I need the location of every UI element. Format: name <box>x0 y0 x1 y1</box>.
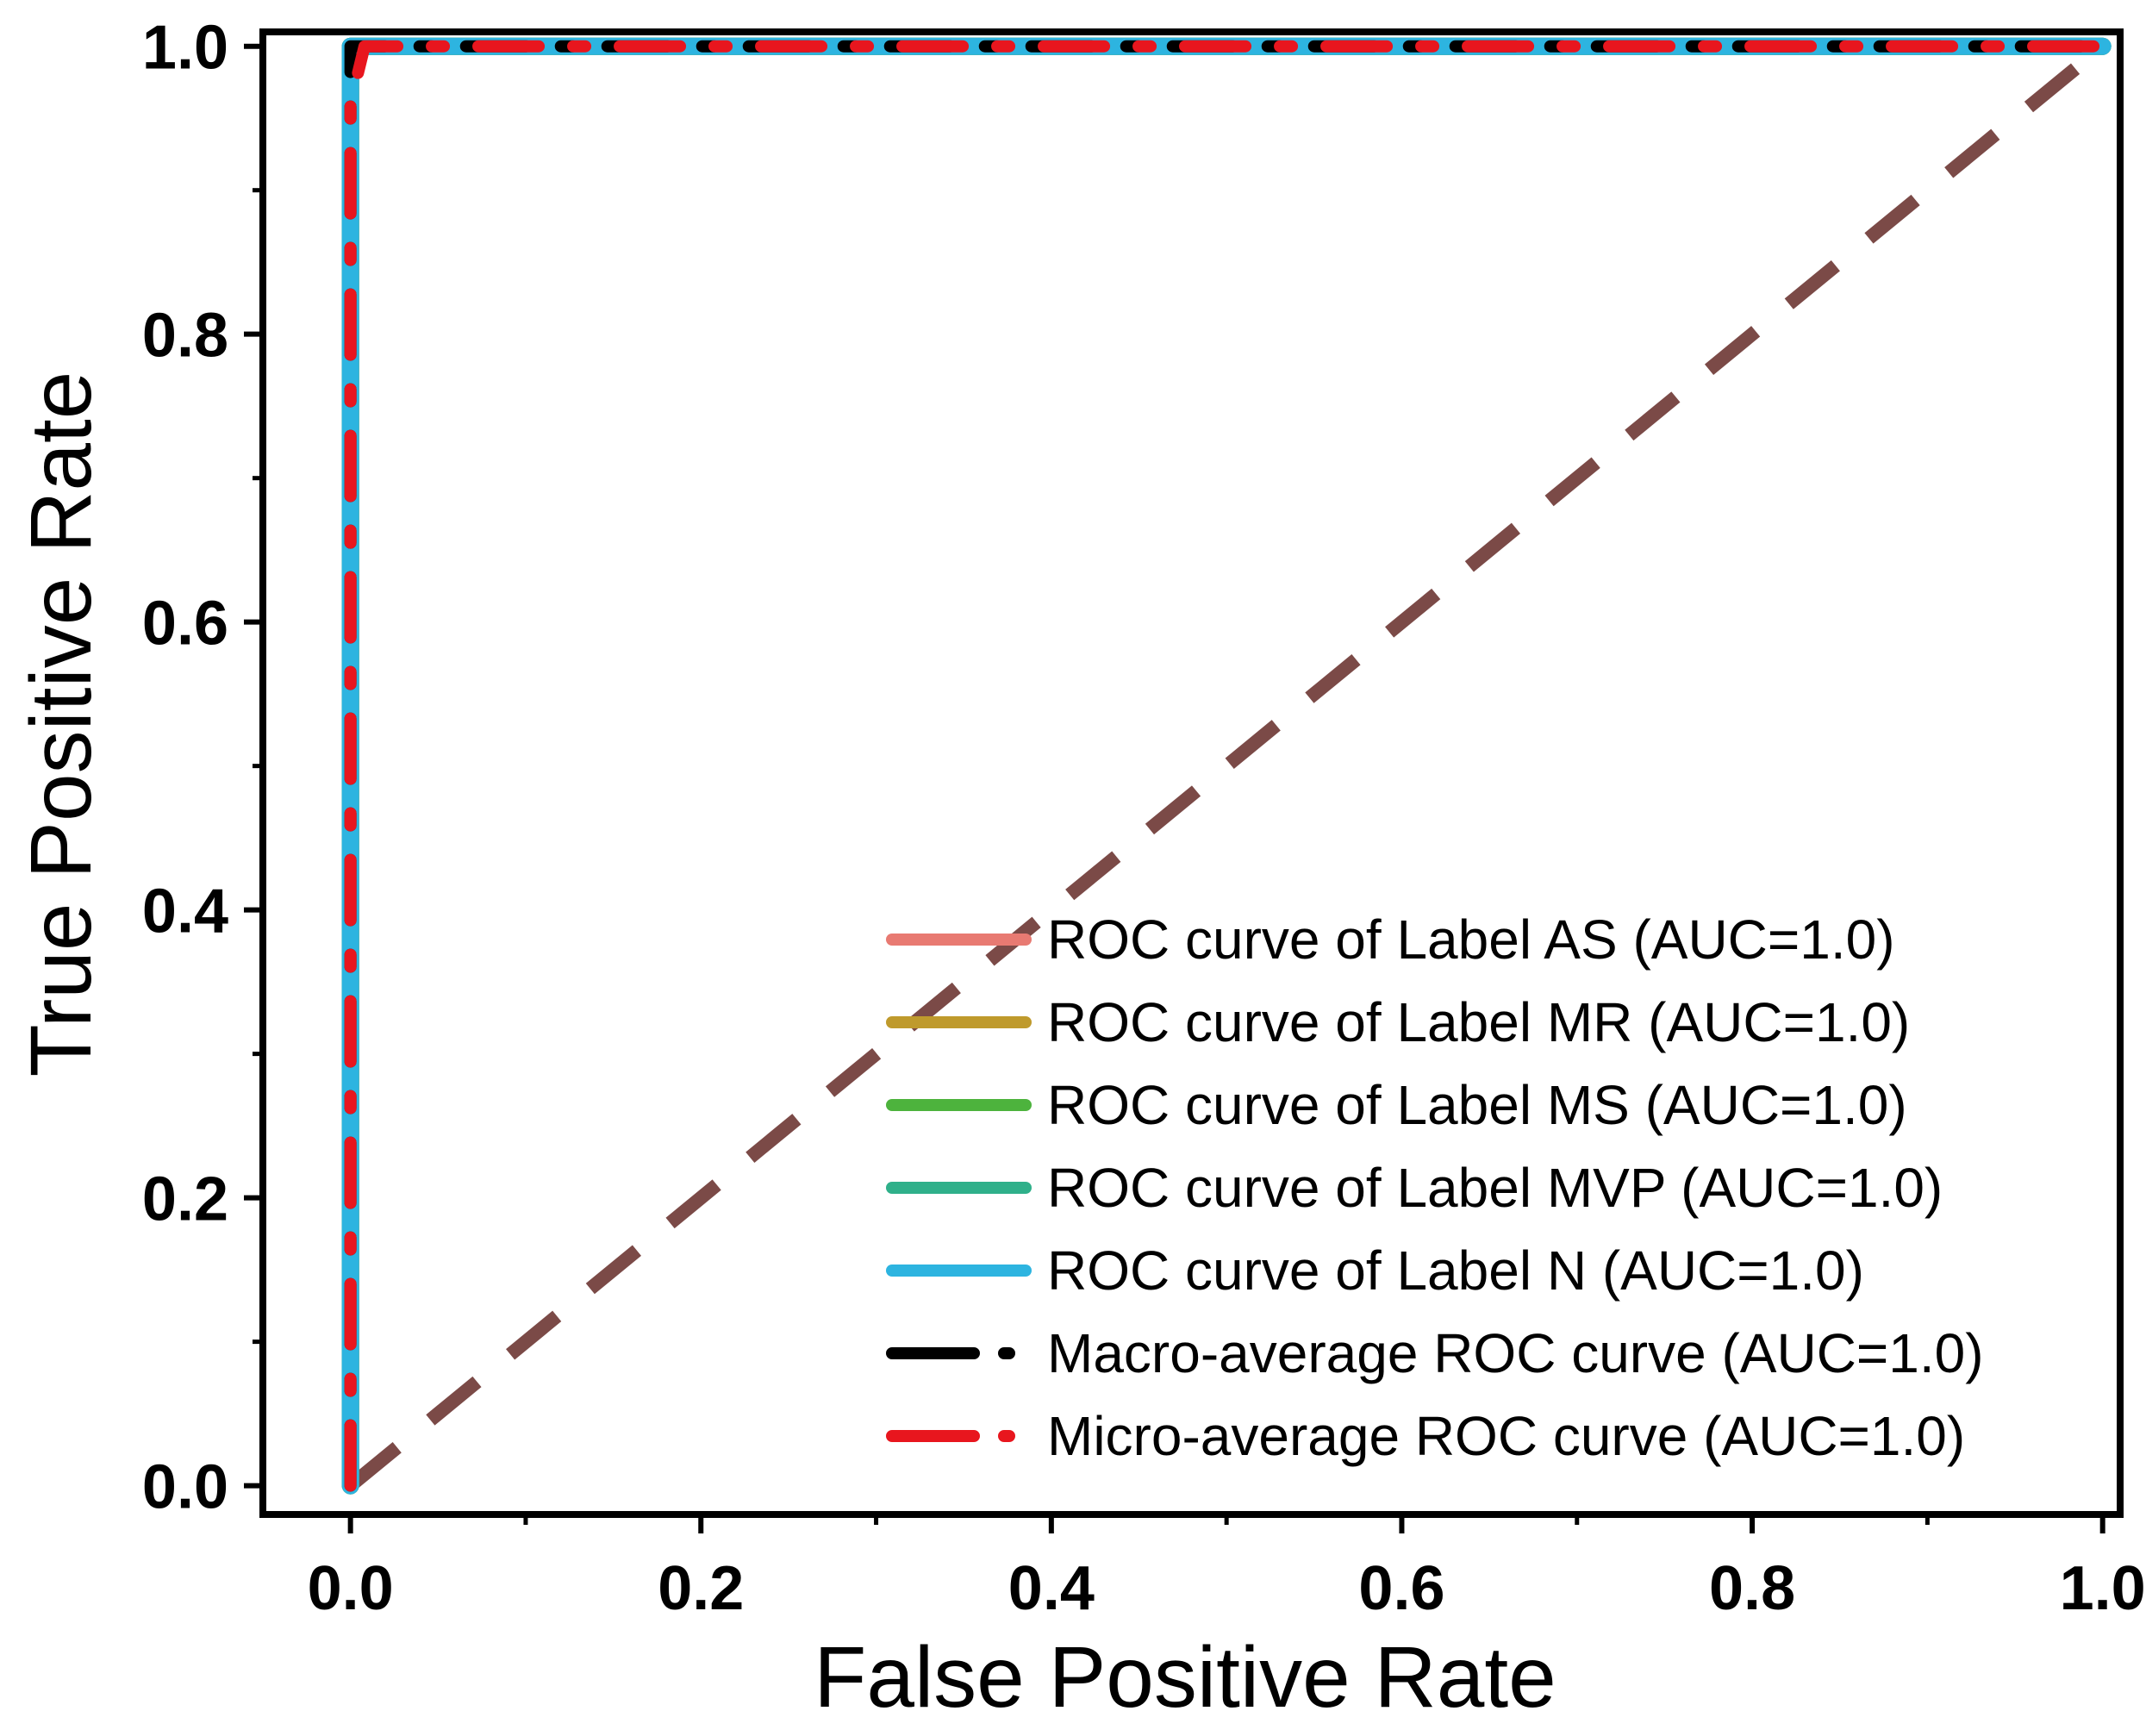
legend-label-2: ROC curve of Label MR (AUC=1.0) <box>1047 991 1910 1053</box>
reference-line-layer <box>346 41 2107 1491</box>
legend: ROC curve of Label AS (AUC=1.0) ROC curve… <box>886 909 1984 1467</box>
x-tick-label: 1.0 <box>2060 1554 2146 1623</box>
x-axis-label: False Positive Rate <box>814 1629 1556 1726</box>
legend-label-5: ROC curve of Label N (AUC=1.0) <box>1047 1240 1864 1302</box>
legend-label-3: ROC curve of Label MS (AUC=1.0) <box>1047 1074 1907 1136</box>
legend-label-7: Micro-average ROC curve (AUC=1.0) <box>1047 1405 1965 1467</box>
y-ticks: 0.0 0.2 0.4 0.6 0.8 1.0 <box>142 14 263 1522</box>
y-axis-label: True Positive Rate <box>13 372 109 1077</box>
x-tick-label: 0.8 <box>1709 1554 1795 1623</box>
plot-frame <box>259 28 2124 1518</box>
y-tick-label: 0.0 <box>142 1453 228 1522</box>
x-ticks: 0.0 0.2 0.4 0.6 0.8 1.0 <box>308 1514 2146 1623</box>
x-tick-label: 0.0 <box>308 1554 394 1623</box>
y-tick-label: 0.8 <box>142 302 228 371</box>
legend-label-6: Macro-average ROC curve (AUC=1.0) <box>1047 1322 1984 1384</box>
series-line-7 <box>344 40 2109 1492</box>
x-tick-label: 0.4 <box>1008 1554 1095 1623</box>
y-tick-label: 0.2 <box>142 1165 228 1234</box>
legend-label-1: ROC curve of Label AS (AUC=1.0) <box>1047 909 1895 971</box>
y-tick-label: 0.4 <box>142 877 228 946</box>
x-tick-label: 0.2 <box>658 1554 744 1623</box>
series-layer <box>341 37 2112 1495</box>
reference-diagonal-line <box>346 41 2107 1491</box>
y-tick-label: 0.6 <box>142 590 228 659</box>
y-tick-label: 1.0 <box>142 14 228 83</box>
legend-label-4: ROC curve of Label MVP (AUC=1.0) <box>1047 1157 1943 1219</box>
x-tick-label: 0.6 <box>1358 1554 1444 1623</box>
